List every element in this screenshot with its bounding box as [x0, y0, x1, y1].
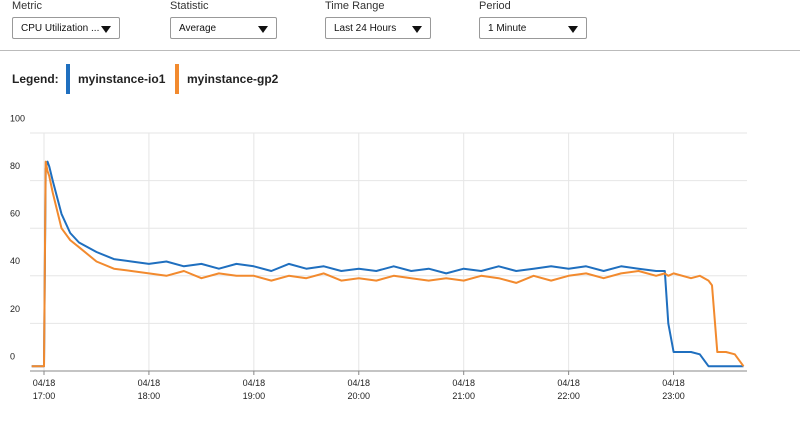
dropdown-value: 1 Minute [488, 23, 527, 34]
legend-swatch [175, 64, 179, 94]
y-tick-label: 100 [10, 113, 25, 123]
control-label: Time Range [325, 0, 385, 12]
y-tick-label: 40 [10, 256, 20, 266]
x-tick-label: 04/18 18:00 [137, 378, 161, 401]
separator [0, 50, 800, 51]
dropdown[interactable]: Last 24 Hours [325, 17, 431, 39]
series-line [31, 160, 744, 368]
dropdown-arrow [258, 26, 268, 33]
dropdown-value: CPU Utilization ... [21, 23, 100, 34]
dropdown-arrow [412, 26, 422, 33]
control-label: Metric [12, 0, 42, 12]
dropdown[interactable]: Average [170, 17, 277, 39]
y-tick-label: 80 [10, 161, 20, 171]
legend-title: Legend: [12, 72, 59, 86]
dropdown-value: Average [179, 23, 217, 34]
y-tick-label: 20 [10, 304, 20, 314]
legend-label: myinstance-gp2 [187, 72, 279, 86]
control-label: Statistic [170, 0, 209, 12]
dropdown-value: Last 24 Hours [334, 23, 397, 34]
legend-swatch [66, 64, 70, 94]
y-tick-label: 60 [10, 209, 20, 219]
x-tick-label: 04/18 22:00 [557, 378, 580, 401]
legend-label: myinstance-io1 [78, 72, 166, 86]
x-tick-label: 04/18 19:00 [242, 378, 266, 401]
y-tick-label: 0 [10, 351, 15, 361]
dropdown[interactable]: 1 Minute [479, 17, 587, 39]
x-tick-label: 04/18 23:00 [662, 378, 685, 401]
dropdown-arrow [101, 26, 111, 33]
dropdown[interactable]: CPU Utilization ... [12, 17, 120, 39]
series-line [31, 160, 745, 368]
x-tick-label: 04/18 17:00 [32, 378, 56, 401]
legend: Legend: myinstance-io1 myinstance-gp2 [12, 64, 412, 94]
dropdown-arrow [568, 26, 578, 33]
control-label: Period [479, 0, 511, 12]
x-tick-label: 04/18 20:00 [347, 378, 371, 401]
x-tick-label: 04/18 21:00 [452, 378, 475, 401]
